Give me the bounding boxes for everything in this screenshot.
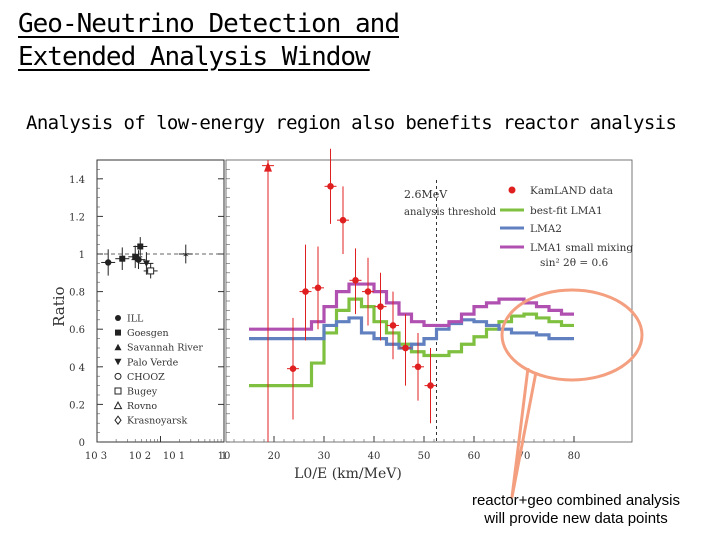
left-point-square (119, 255, 126, 262)
legend-marker-triangle (114, 343, 122, 351)
right-x-axis-label: L0/E (km/MeV) (294, 466, 402, 482)
highlight-ellipse (500, 288, 644, 382)
kamland-point (377, 303, 384, 310)
legend-right-label: sin² 2θ = 0.6 (540, 257, 609, 269)
right-x-tick-label: 40 (368, 451, 381, 462)
left-point-square (132, 253, 139, 260)
left-x-tick-label: 1 (221, 451, 227, 462)
right-x-tick-label: 60 (468, 451, 481, 462)
legend-marker-diamond (114, 415, 122, 426)
left-y-tick-label: 1.4 (69, 175, 85, 186)
right-x-tick-label: 20 (268, 451, 281, 462)
annotation-threshold-label: analysis threshold (404, 207, 497, 218)
legend-right-label: LMA2 (530, 223, 562, 235)
title-line-2: Extended Analysis Window (18, 42, 371, 72)
kamland-point (427, 382, 434, 389)
left-y-tick-label: 1.2 (69, 212, 85, 223)
legend-marker-square (115, 329, 121, 336)
left-point-triangle (142, 260, 150, 267)
right-plot-frame (225, 159, 633, 443)
kamland-point (402, 344, 409, 352)
legend-entry-label: Krasnoyarsk (127, 416, 187, 427)
legend-right-label: LMA1 small mixing (530, 242, 633, 254)
series-best-fit-lma1 (249, 297, 574, 388)
legend-kamland-marker (508, 186, 516, 194)
left-y-tick-label: 0.2 (69, 400, 85, 411)
left-y-tick-label: 0.8 (69, 288, 85, 299)
kamland-point (414, 363, 422, 371)
left-y-tick-label: 0.6 (69, 325, 85, 336)
left-panel: 0 0.2 0 4 0.6 0.8 1 1.2 1.4 10 3 10 2 10 1 1 Ratio ✶ I… (50, 159, 227, 462)
right-panel: 10 20 30 40 50 60 70 80 L0/E (km/MeV) 2.6MeV analy… (218, 148, 633, 482)
series-lma2 (249, 316, 574, 350)
kamland-point (339, 216, 347, 224)
legend-right-label: KamLAND data (530, 185, 613, 197)
left-point-star: ✶ (182, 248, 189, 261)
left-y-tick-label: 0 (79, 438, 85, 449)
left-y-tick-label: 1 (79, 250, 85, 261)
left-x-tick-label: 10 1 (163, 451, 185, 462)
kamland-point (389, 322, 397, 329)
left-point-open-square (147, 267, 155, 275)
overlay (500, 288, 644, 499)
kamland-point (364, 288, 372, 295)
left-point-circle (104, 259, 112, 266)
left-y-tick-label: 0 4 (69, 363, 85, 374)
legend-marker-open-triangle (113, 401, 123, 410)
right-x-tick-label: 70 (518, 451, 531, 462)
left-x-tick-label: 10 3 (85, 451, 107, 462)
callout-text: reactor+geo combined analysis will provi… (456, 492, 696, 528)
legend-marker-open-circle (114, 372, 122, 380)
slide-title: Geo-Neutrino Detection and Extended Anal… (18, 8, 400, 74)
slide-subtitle: Analysis of low-energy region also benef… (26, 112, 677, 134)
legend-entry-label: Bugey (127, 387, 158, 398)
legend-marker-circle (115, 315, 121, 321)
right-x-tick-label: 50 (418, 451, 431, 462)
callout-line-1: reactor+geo combined analysis (471, 492, 681, 509)
left-point-circle (135, 256, 142, 263)
right-x-tick-label: 80 (568, 451, 581, 462)
callout-pointer (510, 367, 538, 499)
title-line-1: Geo-Neutrino Detection and (18, 9, 400, 39)
left-x-tick-label: 10 2 (129, 451, 151, 462)
kamland-point (314, 284, 322, 292)
legend-entry-label: ILL (127, 314, 144, 325)
left-plot-frame (96, 159, 225, 443)
right-x-tick-label: 30 (318, 451, 331, 462)
legend-entry-label: Rovno (127, 401, 157, 412)
legend-right-label: best-fit LMA1 (530, 205, 603, 217)
kamland-point (302, 288, 309, 295)
legend-entry-label: Goesgen (127, 328, 169, 339)
legend-entry-label: Savannah River (127, 343, 203, 354)
callout-line-2: will provide new data points (484, 510, 668, 527)
kamland-point (289, 365, 297, 372)
left-point-square (137, 243, 144, 250)
kamland-arrow-point (264, 161, 272, 172)
kamland-point (327, 183, 334, 190)
legend-marker-down-triangle (114, 358, 122, 366)
legend-marker-open-square (114, 387, 122, 395)
annotation-threshold-energy: 2.6MeV (404, 188, 448, 201)
legend-entry-label: CHOOZ (127, 372, 165, 383)
kamland-point (352, 277, 359, 284)
right-x-tick-label: 10 (218, 451, 231, 462)
series-lma1-small-mixing (249, 282, 574, 331)
left-y-axis-label: Ratio (50, 286, 68, 326)
legend-entry-label: Palo Verde (127, 357, 179, 368)
